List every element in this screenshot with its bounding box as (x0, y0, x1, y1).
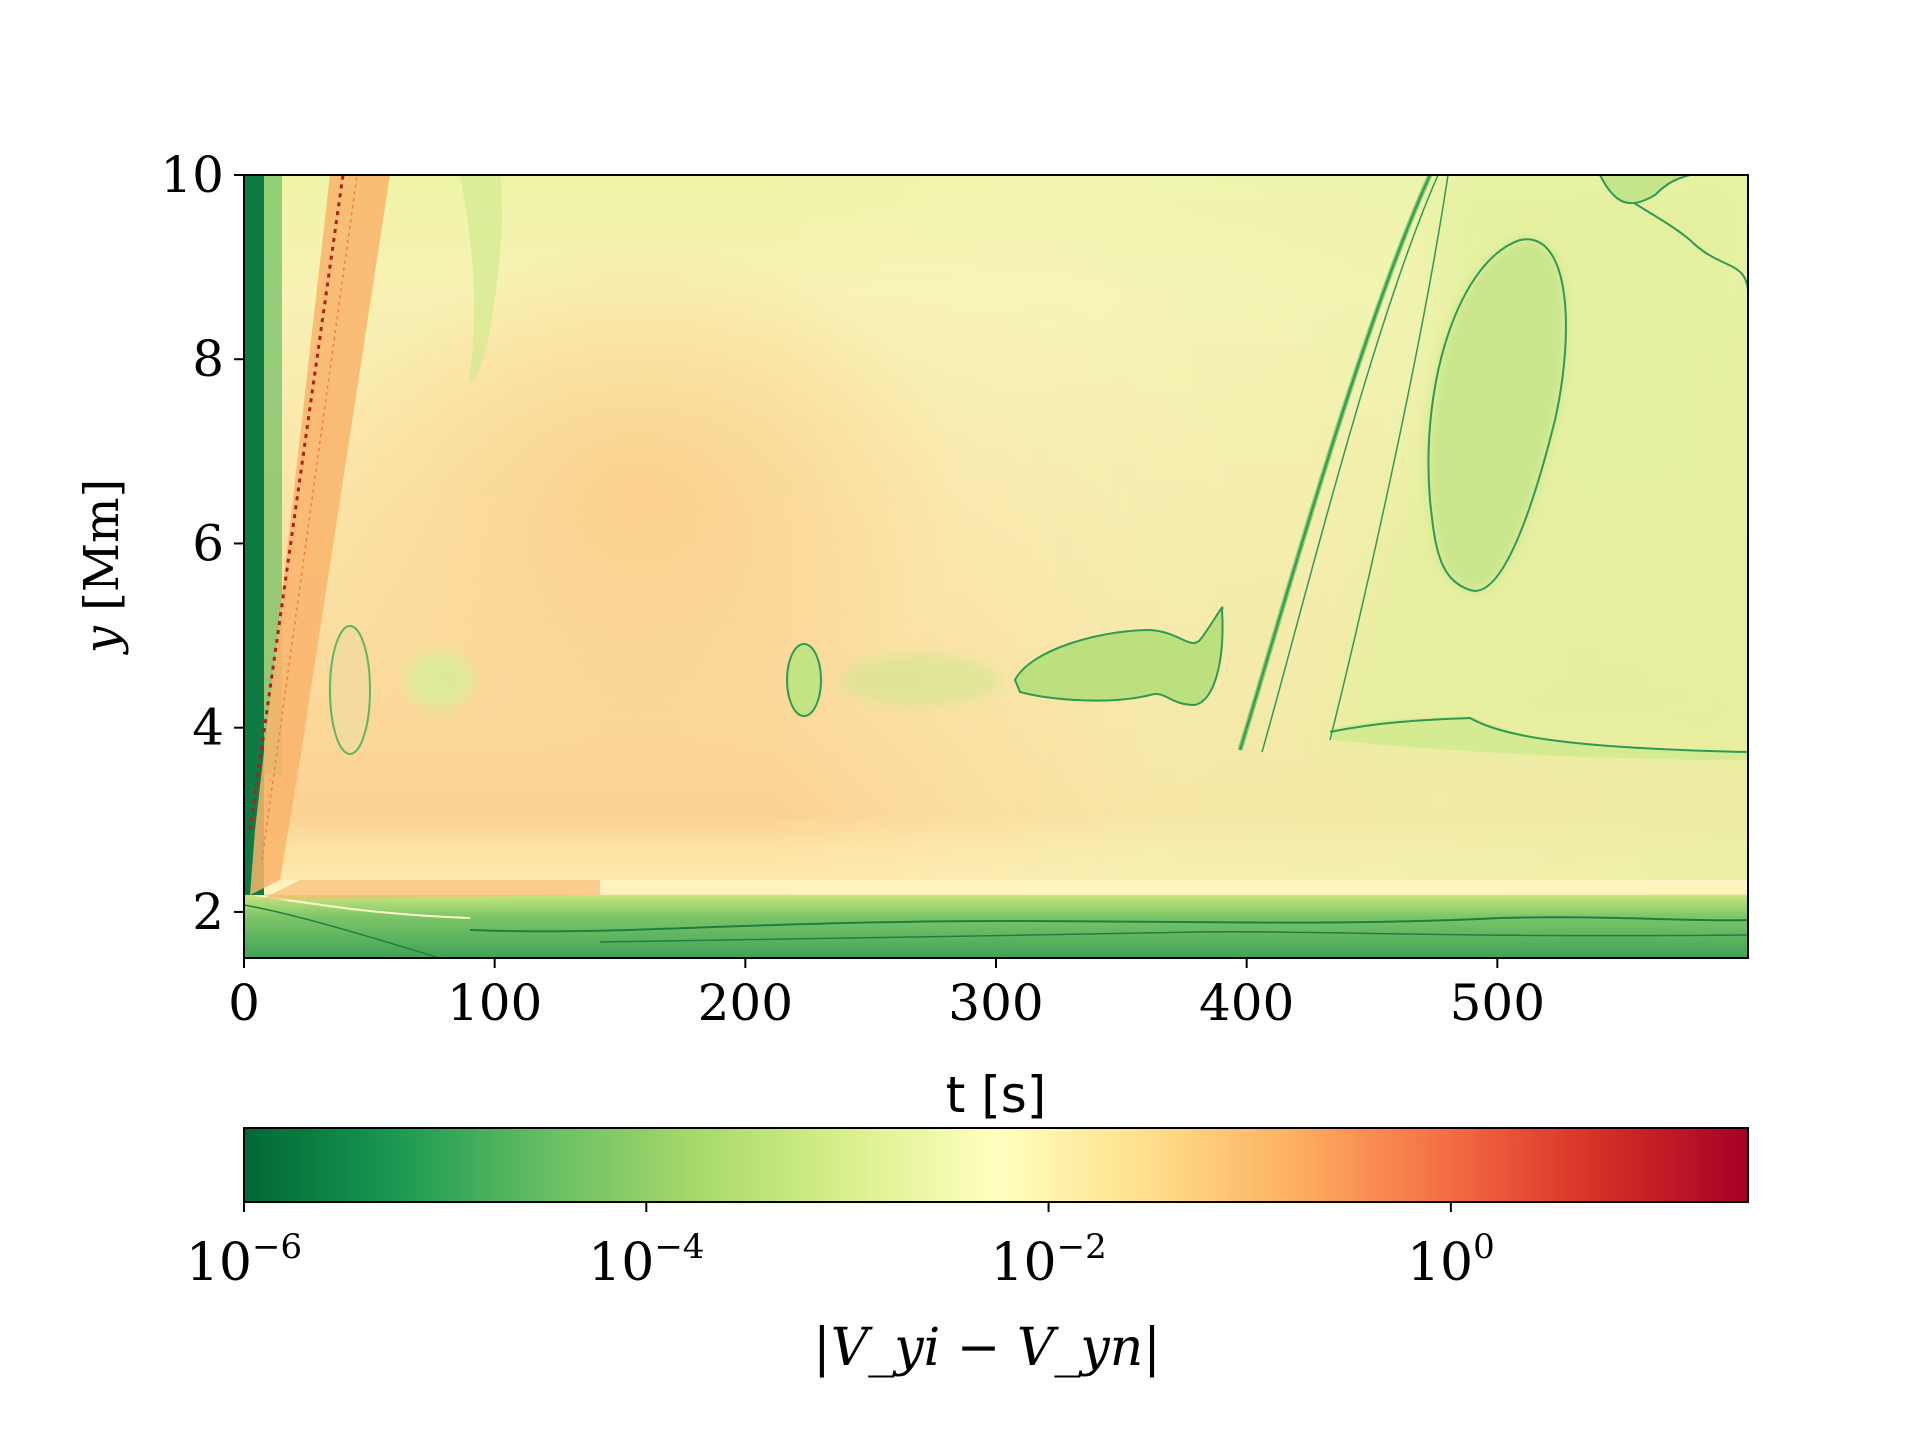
colorbar-tick-label: 100 (1407, 1227, 1495, 1293)
x-tick-label: 500 (1450, 974, 1545, 1032)
x-tick-label: 300 (948, 974, 1043, 1032)
colorbar (243, 1127, 1749, 1203)
heatmap-field (244, 175, 1748, 958)
x-axis: 0 100 200 300 400 500 (228, 958, 1545, 1032)
y-tick-label: 8 (192, 330, 224, 388)
x-tick-label: 200 (698, 974, 793, 1032)
y-axis-label-var: y (74, 625, 130, 655)
y-axis-label-unit: [Mm] (74, 479, 130, 611)
hotspot-region (320, 240, 960, 760)
y-tick-label: 4 (192, 699, 224, 757)
colorbar-axis: 10−6 10−4 10−2 100 (186, 1202, 1495, 1293)
x-tick-label: 0 (228, 974, 260, 1032)
colorbar-label: |V_yi − V_yn| (813, 1318, 1161, 1378)
y-tick-label: 2 (192, 883, 224, 941)
x-tick-label: 400 (1199, 974, 1294, 1032)
y-tick-label: 10 (160, 146, 224, 204)
svg-text:y [Mm]: y [Mm] (74, 479, 130, 656)
y-axis: 2 4 6 8 10 (160, 146, 244, 941)
colorbar-tick-label: 10−6 (186, 1227, 302, 1293)
y-axis-label: y [Mm] (74, 479, 130, 656)
front-line (248, 175, 345, 831)
x-tick-label: 100 (447, 974, 542, 1032)
colorbar-tick-label: 10−2 (990, 1227, 1106, 1293)
y-tick-label: 6 (192, 514, 224, 572)
colorbar-tick-label: 10−4 (588, 1227, 704, 1293)
x-axis-label: t [s] (946, 1066, 1047, 1124)
